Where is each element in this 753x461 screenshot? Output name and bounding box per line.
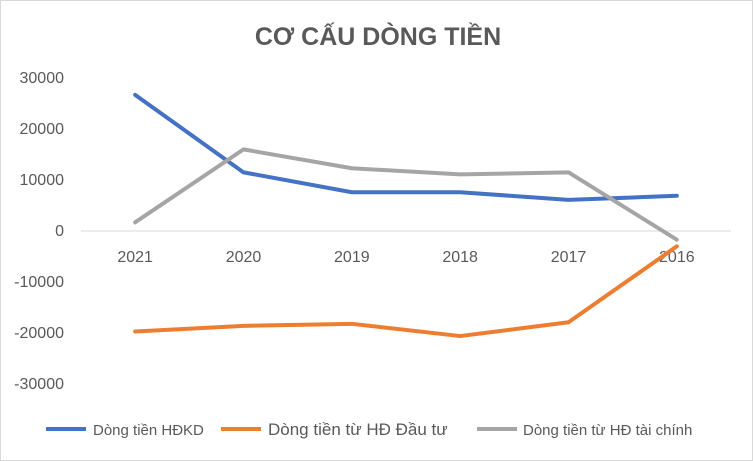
x-tick-label: 2018 bbox=[442, 249, 478, 266]
chart-title: CƠ CẤU DÒNG TIỀN bbox=[255, 21, 501, 51]
y-tick-label: -30000 bbox=[14, 376, 64, 393]
series-group bbox=[133, 92, 679, 339]
y-tick-label: 20000 bbox=[20, 121, 65, 138]
y-tick-label: 10000 bbox=[20, 172, 65, 189]
y-tick-label: -10000 bbox=[14, 274, 64, 291]
series-line-3 bbox=[133, 147, 679, 242]
y-tick-label: 30000 bbox=[20, 70, 65, 87]
series-line-2 bbox=[133, 244, 679, 339]
y-tick-label: -20000 bbox=[14, 325, 64, 342]
x-tick-label: 2021 bbox=[117, 249, 153, 266]
legend-label-2: Dòng tiền từ HĐ Đầu tư bbox=[268, 420, 448, 439]
x-tick-label: 2020 bbox=[226, 249, 262, 266]
legend-label-3: Dòng tiền từ HĐ tài chính bbox=[523, 422, 692, 439]
x-tick-label: 2017 bbox=[551, 249, 587, 266]
y-axis: 30000 20000 10000 0 -10000 -20000 -30000 bbox=[14, 70, 64, 393]
y-tick-label: 0 bbox=[55, 223, 64, 240]
x-axis: 2021 2020 2019 2018 2017 2016 bbox=[117, 249, 694, 266]
series-line-1 bbox=[133, 92, 679, 202]
legend-label-1: Dòng tiền HĐKD bbox=[93, 422, 204, 439]
legend: Dòng tiền HĐKD Dòng tiền từ HĐ Đầu tư Dòng… bbox=[46, 420, 692, 439]
x-tick-label: 2016 bbox=[659, 249, 695, 266]
x-tick-label: 2019 bbox=[334, 249, 370, 266]
